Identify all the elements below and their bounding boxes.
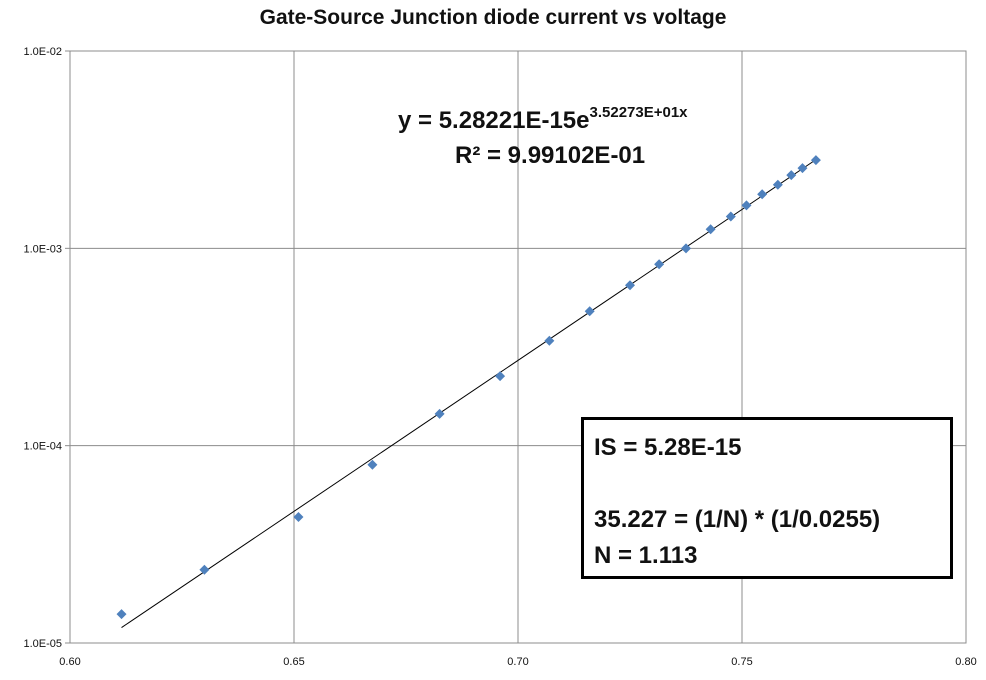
y-tick-label: 1.0E-05 <box>23 638 62 650</box>
exponential-trendline <box>121 159 817 628</box>
note-line-blank <box>594 466 950 502</box>
note-line-slope: 35.227 = (1/N) * (1/0.0255) <box>594 506 881 533</box>
data-point <box>810 155 821 166</box>
data-point <box>584 306 595 317</box>
y-tick-label: 1.0E-04 <box>23 441 62 453</box>
data-point <box>681 243 691 254</box>
data-point <box>495 371 506 382</box>
axis-frame <box>65 50 967 644</box>
equation-main-text: y = 5.28221E-15e <box>398 107 590 134</box>
y-tick-label: 1.0E-02 <box>23 46 62 58</box>
data-point <box>544 335 555 346</box>
data-point <box>367 459 378 470</box>
data-point <box>797 163 808 174</box>
data-point <box>786 170 797 181</box>
trendline-group <box>121 159 817 628</box>
x-tick-label: 0.80 <box>955 656 976 668</box>
x-tick-label: 0.70 <box>507 656 528 668</box>
data-point <box>116 609 127 620</box>
data-point <box>741 200 752 211</box>
data-points <box>116 155 821 620</box>
note-line-is: IS = 5.28E-15 <box>594 434 742 461</box>
data-point <box>625 280 635 291</box>
x-tick-label: 0.65 <box>283 656 304 668</box>
tick-labels: 0.60 0.65 0.70 0.75 0.80 1.0E-05 1.0E-04 1.0E-0… <box>23 46 976 668</box>
x-tick-label: 0.60 <box>59 656 80 668</box>
data-point <box>772 179 783 190</box>
trendline-equation: y = 5.28221E-15e3.52273E+01x <box>398 104 688 134</box>
chart-title: Gate-Source Junction diode current vs vo… <box>259 6 727 29</box>
data-point <box>199 564 210 575</box>
data-point <box>705 224 716 235</box>
annotation-box: IS = 5.28E-15 35.227 = (1/N) * (1/0.0255… <box>581 417 953 579</box>
y-tick-label: 1.0E-03 <box>23 243 62 255</box>
x-tick-label: 0.75 <box>731 656 752 668</box>
data-point <box>757 189 768 200</box>
data-point <box>725 211 736 222</box>
r-squared-text: R² = 9.99102E-01 <box>455 142 645 169</box>
data-point <box>434 408 445 419</box>
data-point <box>293 512 304 523</box>
data-point <box>654 259 665 270</box>
equation-exponent-text: 3.52273E+01x <box>590 104 689 121</box>
note-line-n: N = 1.113 <box>594 542 698 569</box>
plot-area-border <box>69 50 967 644</box>
